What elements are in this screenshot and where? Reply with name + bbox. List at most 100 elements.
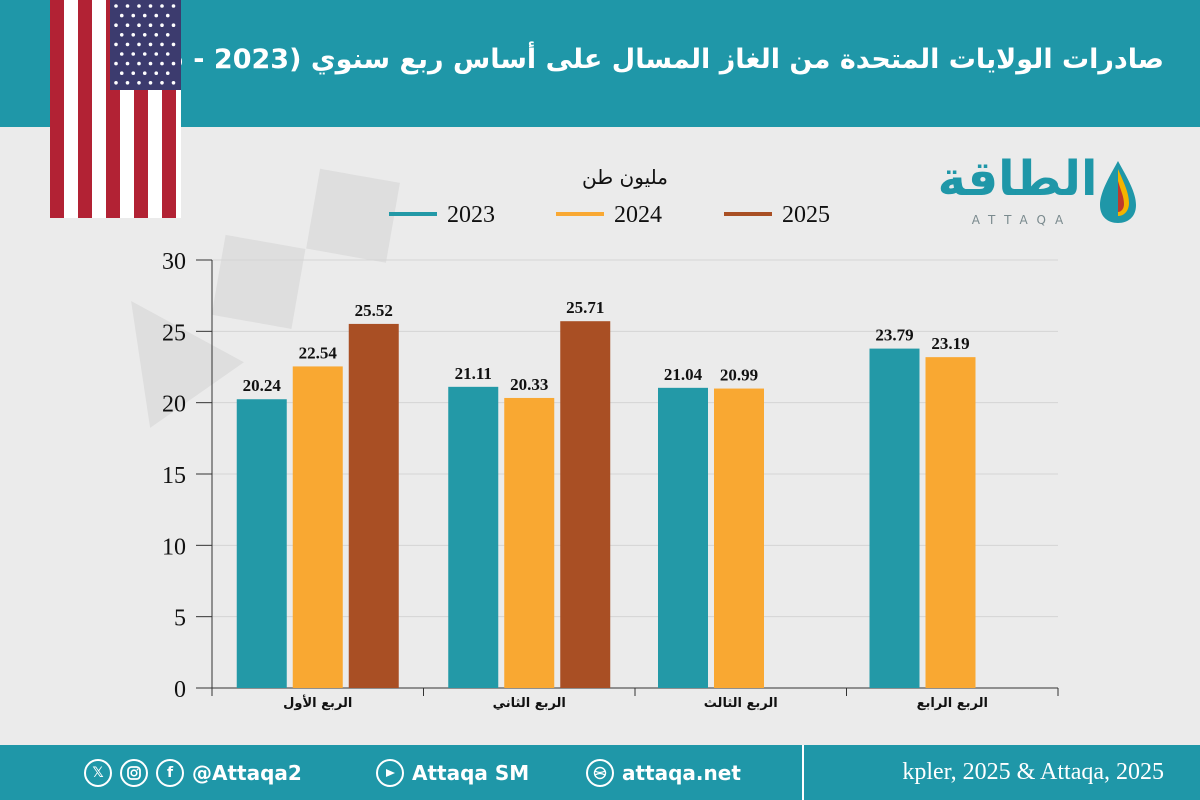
flag-star — [137, 42, 141, 47]
flag-star — [160, 81, 164, 85]
y-tick-label: 0 — [174, 677, 186, 703]
flag-star — [125, 23, 130, 28]
bar-2023 — [658, 387, 708, 688]
bar-2024 — [714, 388, 764, 688]
flag-star — [119, 13, 124, 18]
flag-star — [114, 61, 118, 66]
globe-icon[interactable] — [586, 758, 614, 787]
flag-star — [119, 52, 124, 56]
flag-star — [171, 4, 176, 8]
instagram-icon[interactable] — [120, 758, 148, 787]
drop-icon — [1100, 161, 1136, 223]
data-label: 20.99 — [720, 366, 758, 385]
bar-2024 — [504, 397, 555, 688]
bar-2024 — [925, 357, 976, 688]
flag-star — [165, 71, 170, 75]
data-label: 25.71 — [566, 298, 604, 317]
data-label: 20.33 — [510, 375, 548, 394]
data-label: 21.04 — [664, 365, 703, 384]
source-text: kpler, 2025 & Attaqa, 2025 — [902, 759, 1164, 785]
youtube-text: Attaqa SM — [412, 760, 530, 785]
flag-star — [119, 33, 124, 37]
data-label: 23.19 — [931, 334, 969, 353]
legend-label: 2024 — [614, 202, 662, 228]
legend-label: 2023 — [447, 202, 495, 228]
flag-star — [142, 52, 147, 56]
flag-star — [148, 61, 153, 66]
data-label: 25.52 — [355, 301, 393, 320]
flag-star — [171, 42, 176, 47]
header-bar: صادرات الولايات المتحدة من الغاز المسال … — [0, 0, 1200, 127]
flag-star — [160, 23, 164, 28]
flag-star — [125, 42, 130, 47]
flag-star — [165, 33, 170, 37]
logo-subtitle: ATTAQA — [971, 213, 1073, 227]
y-tick-label: 10 — [162, 534, 186, 560]
flag-star — [131, 33, 136, 37]
flag-star — [154, 71, 159, 75]
flag-star — [171, 61, 176, 66]
flag-star — [160, 42, 164, 47]
facebook-icon[interactable]: f — [156, 758, 184, 787]
bar-2024 — [292, 366, 343, 688]
bar-2025 — [560, 321, 611, 688]
flag-star — [154, 13, 159, 18]
bar-2023 — [869, 348, 920, 688]
flag-star — [148, 42, 153, 47]
flag-star — [125, 61, 130, 66]
flag-star — [154, 33, 159, 37]
flag-star — [131, 71, 136, 75]
handle-text: @Attaqa2 — [192, 760, 302, 785]
flag-star — [142, 33, 147, 37]
flag-star — [165, 13, 170, 18]
flag-star — [165, 52, 170, 56]
flag-star — [137, 4, 141, 8]
flag-star — [119, 71, 124, 75]
data-label: 23.79 — [875, 326, 913, 345]
flag-star — [131, 52, 136, 56]
footer-divider — [802, 745, 804, 800]
flag-star — [125, 4, 130, 8]
flag-star — [125, 81, 130, 85]
bar-2025 — [348, 323, 399, 688]
x-tick-label: الربع الرابع — [917, 696, 988, 711]
x-tick-label: الربع الثالث — [704, 696, 778, 711]
y-tick-label: 30 — [162, 249, 186, 275]
youtube-icon[interactable] — [376, 758, 404, 787]
flag-star — [171, 23, 176, 28]
y-tick-label: 25 — [162, 320, 186, 346]
unit-label: مليون طن — [582, 165, 668, 189]
flag-star — [131, 13, 136, 18]
data-label: 22.54 — [299, 343, 338, 362]
x-tick-label: الربع الثاني — [493, 696, 566, 711]
flag-star — [171, 81, 176, 85]
youtube-link[interactable]: Attaqa SM — [376, 745, 529, 800]
flag-star — [142, 13, 147, 18]
flag-star — [137, 81, 141, 85]
flag-star — [160, 61, 164, 66]
flag-star — [160, 4, 164, 8]
y-tick-label: 15 — [162, 463, 186, 489]
data-label: 21.11 — [455, 364, 492, 383]
x-tick-label: الربع الأول — [283, 694, 352, 711]
attaqa-logo: الطاقة ATTAQA — [930, 151, 1150, 235]
y-tick-label: 5 — [174, 606, 186, 632]
flag-star — [148, 23, 153, 28]
flag-star — [142, 71, 147, 75]
flag-star — [114, 81, 118, 85]
x-icon[interactable]: 𝕏 — [84, 758, 112, 787]
flag-star — [154, 52, 159, 56]
footer-bar: 𝕏 f @Attaqa2 Attaqa SM attaqa.net kpler,… — [0, 745, 1200, 800]
flag-star — [148, 4, 153, 8]
social-handle[interactable]: 𝕏 f @Attaqa2 — [84, 745, 302, 800]
flag-star — [137, 61, 141, 66]
website-text: attaqa.net — [622, 760, 741, 785]
logo-text: الطاقة — [937, 151, 1098, 207]
website-link[interactable]: attaqa.net — [586, 745, 741, 800]
bar-2023 — [236, 399, 287, 688]
flag-star — [137, 23, 141, 28]
flag-star — [114, 42, 118, 47]
data-label: 20.24 — [243, 376, 282, 395]
bar-2023 — [448, 386, 499, 688]
